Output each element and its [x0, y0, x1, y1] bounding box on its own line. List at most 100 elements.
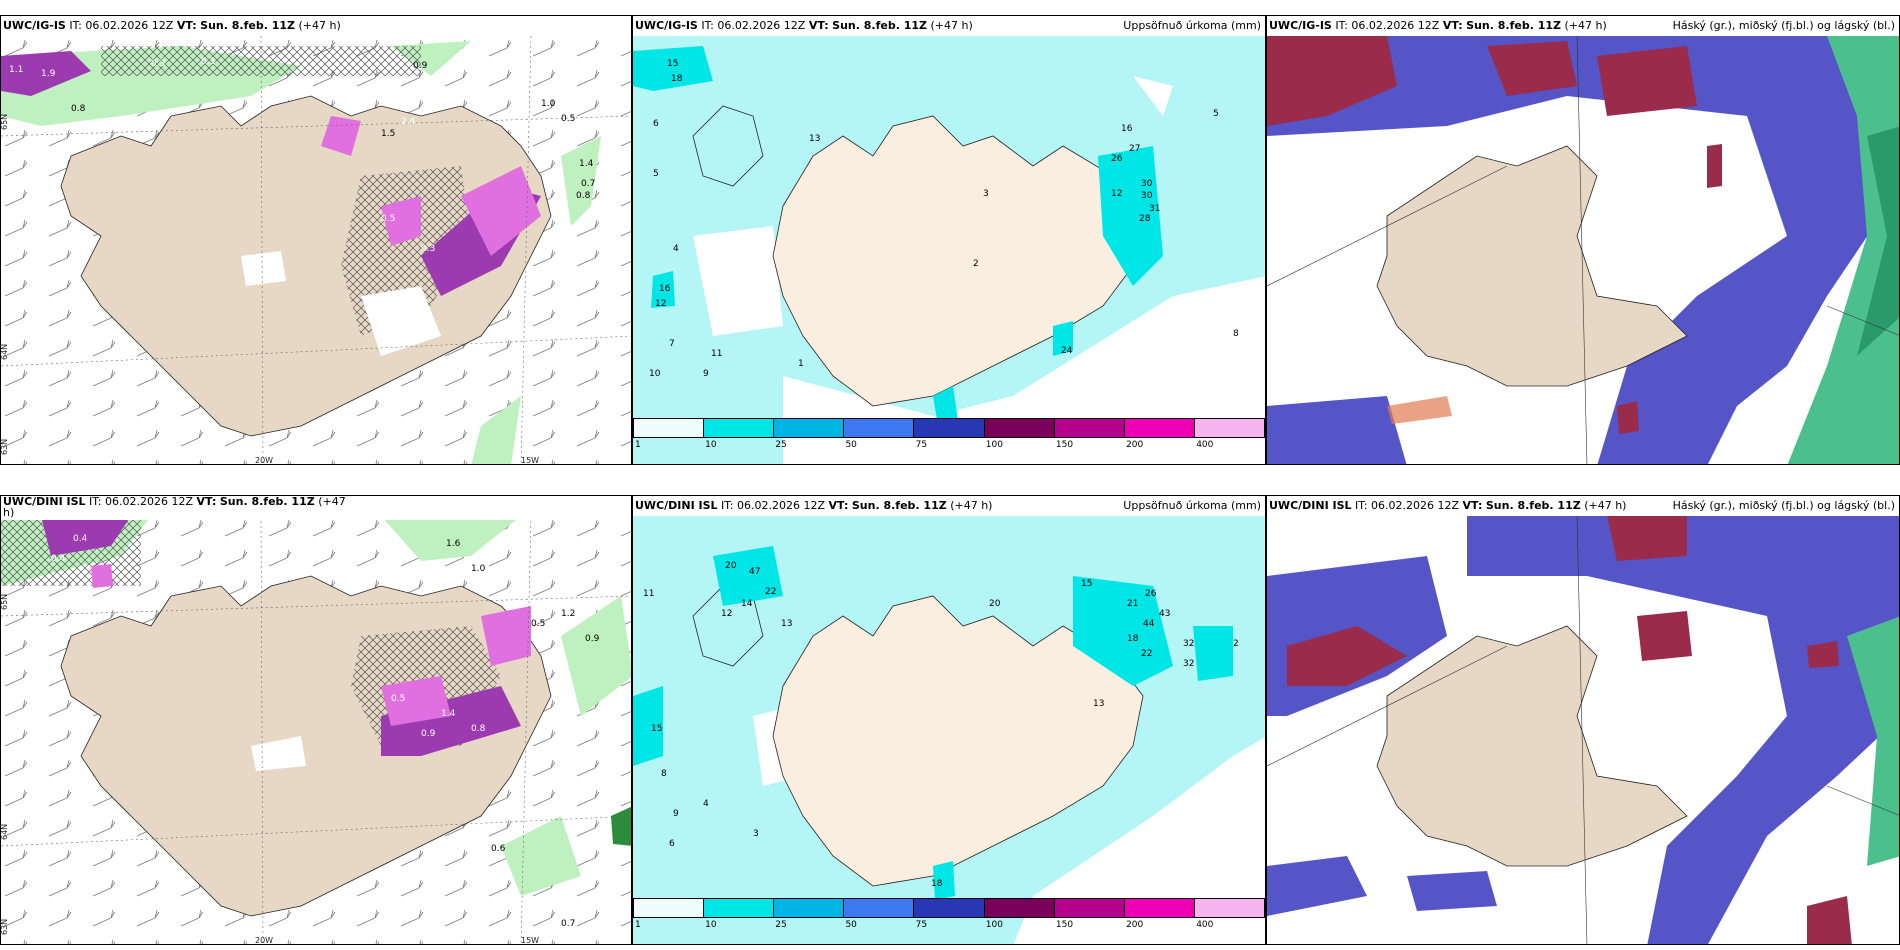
- grid-line: [1576, 36, 1588, 464]
- panel-precip-dini: UWC/DINI ISL IT: 06.02.2026 12Z VT: Sun.…: [632, 495, 1266, 945]
- panel-header: UWC/IG-IS IT: 06.02.2026 12Z VT: Sun. 8.…: [1267, 16, 1899, 36]
- value-label: 0.4: [51, 554, 66, 564]
- grid-line: [1576, 516, 1588, 944]
- colorbar-swatch: [914, 899, 985, 917]
- precip-label: 30: [1141, 179, 1153, 189]
- colorbar-swatch: [984, 419, 1055, 437]
- it-label: IT:: [721, 499, 734, 512]
- precip-label: 4: [673, 244, 679, 254]
- lead-time: (+47 h): [298, 19, 341, 32]
- precip-label: 21: [1127, 599, 1138, 609]
- value-label: 1.2: [561, 609, 575, 619]
- map-area: 65N 64N 63N 20W 15W 0.4 0.4 1.0 1.6 0.5 …: [1, 516, 631, 944]
- precip-mid: [633, 46, 713, 91]
- high-cloud: [1267, 36, 1397, 126]
- value-label: 0.8: [471, 724, 486, 734]
- snow-purple: [41, 516, 131, 556]
- precip-label: 18: [1127, 634, 1139, 644]
- mid-cloud: [1267, 856, 1367, 916]
- map-area: 15 18 16 12 7 11 10 9 5 4 6 13 30 30 31 …: [633, 36, 1265, 464]
- it-label: IT:: [1355, 499, 1368, 512]
- value-label: 2.4: [401, 117, 416, 127]
- model-name: UWC/DINI ISL: [1269, 499, 1352, 512]
- colorbar-label: 200: [1126, 440, 1144, 450]
- value-label: 0.9: [413, 61, 428, 71]
- lon-label: 15W: [521, 456, 539, 465]
- value-label: 1.4: [579, 159, 594, 169]
- high-cloud: [1637, 611, 1692, 661]
- precip-label: 22: [765, 587, 776, 597]
- white-patch: [241, 251, 286, 286]
- vt-label: VT:: [1462, 499, 1483, 512]
- high-cloud: [1617, 401, 1639, 434]
- colorbar-label: 25: [775, 920, 787, 930]
- panel-title: Uppsöfnuð úrkoma (mm): [1123, 19, 1261, 32]
- colorbar-swatch: [704, 419, 775, 437]
- colorbar-label: 10: [705, 920, 717, 930]
- precip-label: 11: [711, 349, 722, 359]
- lon-label: 20W: [255, 456, 273, 465]
- colorbar-label: 50: [845, 440, 857, 450]
- precip-label: 13: [1093, 699, 1104, 709]
- graticule: [1, 815, 631, 847]
- grid-line: [1826, 305, 1899, 336]
- lat-label: 63N: [1, 439, 9, 455]
- high-cloud: [1487, 41, 1577, 96]
- green-area: [381, 516, 521, 561]
- precip-label: 32: [1183, 639, 1194, 649]
- green-area: [561, 136, 601, 226]
- colorbar-swatch: [1194, 899, 1264, 917]
- precip-label: 8: [1233, 329, 1239, 339]
- colorbar-swatch: [844, 419, 915, 437]
- value-label: 0.5: [391, 694, 405, 704]
- colorbar-label: 10: [705, 440, 717, 450]
- vt-value: Sun. 8.feb. 11Z: [832, 19, 928, 32]
- vt-label: VT:: [1442, 19, 1463, 32]
- white-patch: [251, 736, 306, 771]
- precip-mid: [1193, 626, 1233, 681]
- green-area: [501, 816, 581, 896]
- dry-area: [783, 276, 1265, 464]
- precip-label: 11: [643, 589, 654, 599]
- panel-title: Háský (gr.), miðský (fj.bl.) og lágský (…: [1672, 19, 1895, 32]
- value-label: 0.5: [561, 114, 575, 124]
- precip-label: 1: [798, 359, 804, 369]
- it-value: 06.02.2026 12Z: [1371, 499, 1460, 512]
- precip-label: 12: [655, 299, 666, 309]
- precip-label: 6: [669, 839, 675, 849]
- value-label: 0.5: [381, 214, 395, 224]
- precip-label: 16: [1121, 124, 1133, 134]
- value-label: 0.3: [201, 57, 215, 67]
- precip-label: 10: [649, 369, 661, 379]
- colorbar-label: 100: [985, 440, 1003, 450]
- high-cloud: [1597, 46, 1697, 116]
- it-value: 06.02.2026 12Z: [85, 19, 174, 32]
- precip-label: 43: [1159, 609, 1170, 619]
- lead-time-wrap: h): [3, 506, 15, 519]
- iceland-land: [692, 105, 764, 187]
- precip-label: 18: [931, 879, 943, 889]
- colorbar-label: 75: [915, 920, 928, 930]
- high-cloud: [1707, 144, 1722, 188]
- precip-label: 8: [661, 769, 667, 779]
- panel-snow-dini: UWC/DINI ISL IT: 06.02.2026 12Z VT: Sun.…: [0, 495, 632, 945]
- mid-cloud: [1467, 516, 1899, 944]
- precip-colorbar: 1 10 25 50 75 100 150 200 400: [633, 898, 1265, 934]
- colorbar-swatch: [1194, 419, 1264, 437]
- colorbar-label: 25: [775, 440, 787, 450]
- cloud-map: [1267, 516, 1899, 944]
- precip-label: 2: [973, 259, 979, 269]
- precip-mid: [933, 861, 955, 900]
- precip-mid: [713, 546, 783, 606]
- precip-label: 26: [1145, 589, 1157, 599]
- precip-colorbar: 1 10 25 50 75 100 150 200 400: [633, 418, 1265, 454]
- lead-time: (+47 h): [930, 19, 973, 32]
- precip-label: 31: [1149, 204, 1160, 214]
- precip-label: 12: [1111, 189, 1122, 199]
- panel-header: UWC/IG-IS IT: 06.02.2026 12Z VT: Sun. 8.…: [1, 16, 631, 36]
- panel-title: Uppsöfnuð úrkoma (mm): [1123, 499, 1261, 512]
- colorbar-swatch: [1124, 899, 1195, 917]
- colorbar-swatch: [634, 899, 705, 917]
- graticule: [260, 36, 264, 464]
- precip-label: 4: [703, 799, 709, 809]
